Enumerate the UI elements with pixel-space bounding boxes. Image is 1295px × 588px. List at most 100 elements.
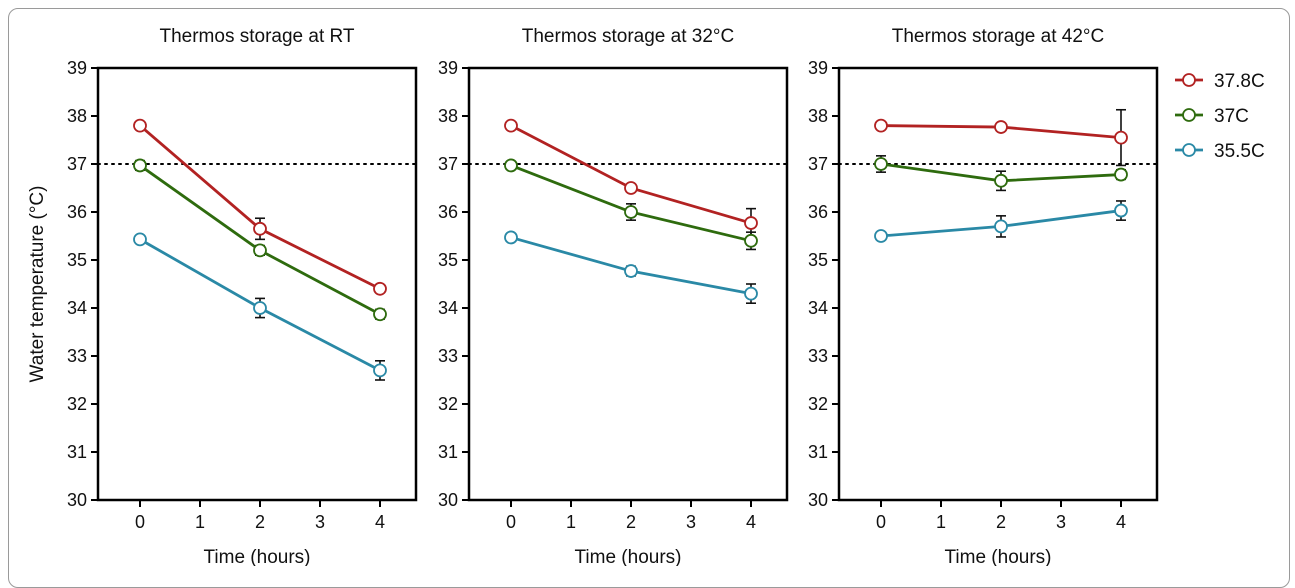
y-tick-label: 32 bbox=[67, 394, 87, 414]
panel-title: Thermos storage at 42°C bbox=[892, 26, 1104, 47]
x-tick-label: 3 bbox=[1056, 512, 1066, 532]
series-37-8c bbox=[874, 108, 1128, 167]
panel-title: Thermos storage at 32°C bbox=[522, 26, 734, 47]
y-tick-label: 31 bbox=[67, 442, 87, 462]
x-tick-label: 1 bbox=[936, 512, 946, 532]
x-tick-label: 2 bbox=[996, 512, 1006, 532]
x-tick-label: 2 bbox=[626, 512, 636, 532]
y-tick-label: 39 bbox=[438, 58, 458, 78]
series-35-5c bbox=[874, 200, 1128, 243]
y-tick-label: 37 bbox=[67, 154, 87, 174]
x-tick-label: 1 bbox=[566, 512, 576, 532]
x-tick-label: 4 bbox=[375, 512, 385, 532]
plot-border bbox=[837, 66, 1159, 502]
plot-border bbox=[467, 66, 789, 502]
y-axis-label: Water temperature (°C) bbox=[27, 186, 48, 383]
data-point bbox=[373, 281, 387, 296]
y-tick-label: 33 bbox=[808, 346, 828, 366]
data-point bbox=[994, 219, 1008, 234]
series-37c bbox=[504, 158, 758, 251]
y-tick-label: 36 bbox=[438, 202, 458, 222]
x-tick-label: 0 bbox=[876, 512, 886, 532]
data-point bbox=[874, 157, 888, 171]
data-point bbox=[1114, 130, 1128, 145]
y-tick-label: 34 bbox=[67, 298, 87, 318]
legend-label: 37C bbox=[1214, 106, 1249, 127]
y-tick-label: 38 bbox=[808, 106, 828, 126]
x-tick-label: 3 bbox=[686, 512, 696, 532]
data-point bbox=[994, 173, 1008, 188]
series-35-5c bbox=[133, 232, 387, 381]
legend-marker bbox=[1182, 73, 1196, 87]
y-tick-label: 31 bbox=[438, 442, 458, 462]
y-tick-label: 37 bbox=[438, 154, 458, 174]
y-tick-label: 37 bbox=[808, 154, 828, 174]
data-point bbox=[373, 363, 387, 378]
x-tick-label: 3 bbox=[315, 512, 325, 532]
panel-3: Thermos storage at 42°C30313233343536373… bbox=[808, 26, 1159, 566]
panel-1: Thermos storage at RT3031323334353637383… bbox=[67, 26, 418, 566]
y-tick-label: 38 bbox=[438, 106, 458, 126]
data-point bbox=[624, 181, 638, 195]
data-point bbox=[133, 158, 147, 173]
data-point bbox=[874, 118, 888, 133]
series-37c bbox=[874, 155, 1128, 192]
data-point bbox=[133, 232, 147, 247]
series-line bbox=[139, 124, 381, 291]
data-point bbox=[744, 216, 758, 230]
series-37-8c bbox=[504, 118, 758, 239]
y-tick-label: 39 bbox=[67, 58, 87, 78]
x-tick-label: 2 bbox=[255, 512, 265, 532]
legend: 37.8C 37C 35.5C bbox=[1175, 71, 1265, 162]
y-tick-label: 36 bbox=[808, 202, 828, 222]
x-tick-label: 4 bbox=[1116, 512, 1126, 532]
y-tick-label: 32 bbox=[808, 394, 828, 414]
y-tick-label: 35 bbox=[808, 250, 828, 270]
x-axis-label: Time (hours) bbox=[204, 547, 311, 566]
data-point bbox=[874, 229, 888, 243]
data-point bbox=[1114, 167, 1128, 182]
x-axis-label: Time (hours) bbox=[945, 547, 1052, 566]
y-tick-label: 32 bbox=[438, 394, 458, 414]
y-tick-label: 35 bbox=[438, 250, 458, 270]
data-point bbox=[253, 243, 267, 258]
data-point bbox=[133, 118, 147, 133]
data-point bbox=[744, 233, 758, 248]
data-point bbox=[253, 301, 267, 315]
x-tick-label: 1 bbox=[195, 512, 205, 532]
y-tick-label: 33 bbox=[438, 346, 458, 366]
data-point bbox=[504, 158, 518, 173]
y-tick-label: 35 bbox=[67, 250, 87, 270]
y-tick-label: 39 bbox=[808, 58, 828, 78]
data-point bbox=[504, 118, 518, 133]
y-tick-label: 34 bbox=[808, 298, 828, 318]
series-37c bbox=[133, 158, 387, 322]
legend-label: 35.5C bbox=[1214, 141, 1265, 162]
y-tick-label: 30 bbox=[808, 490, 828, 510]
data-point bbox=[1114, 203, 1128, 218]
data-point bbox=[504, 230, 518, 245]
plot-border bbox=[96, 66, 418, 502]
y-tick-label: 30 bbox=[67, 490, 87, 510]
y-tick-label: 36 bbox=[67, 202, 87, 222]
chart-figure: Thermos storage at RT3031323334353637383… bbox=[27, 26, 1265, 566]
legend-marker bbox=[1182, 143, 1196, 157]
y-tick-label: 38 bbox=[67, 106, 87, 126]
data-point bbox=[253, 221, 267, 236]
data-point bbox=[373, 307, 387, 322]
x-tick-label: 0 bbox=[135, 512, 145, 532]
legend-marker bbox=[1182, 108, 1196, 122]
x-tick-label: 4 bbox=[746, 512, 756, 532]
data-point bbox=[624, 205, 638, 219]
series-35-5c bbox=[504, 230, 758, 305]
data-point bbox=[624, 264, 638, 278]
panel-title: Thermos storage at RT bbox=[159, 26, 354, 47]
y-tick-label: 33 bbox=[67, 346, 87, 366]
data-point bbox=[994, 120, 1008, 134]
legend-label: 37.8C bbox=[1214, 71, 1265, 92]
series-37-8c bbox=[133, 118, 387, 296]
y-tick-label: 31 bbox=[808, 442, 828, 462]
y-tick-label: 30 bbox=[438, 490, 458, 510]
data-point bbox=[744, 286, 758, 301]
x-axis-label: Time (hours) bbox=[575, 547, 682, 566]
